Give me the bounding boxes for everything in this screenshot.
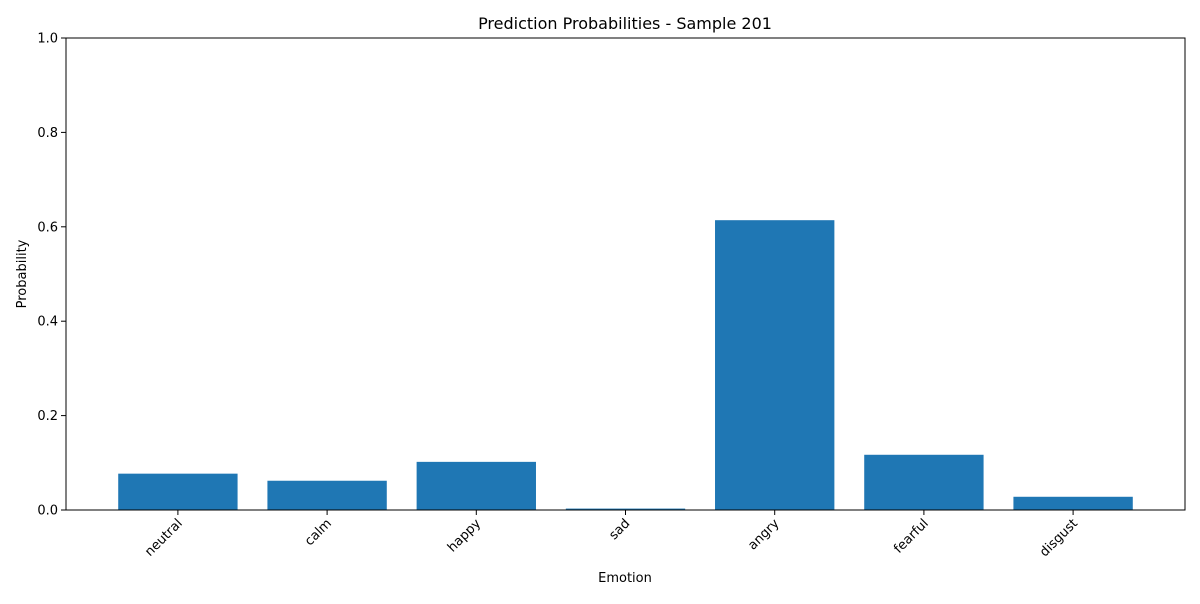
x-tick-label-calm: calm bbox=[302, 516, 335, 549]
bar-calm bbox=[267, 480, 387, 510]
x-tick-label-angry: angry bbox=[745, 516, 782, 553]
y-axis: 0.0 0.2 0.4 0.6 0.8 1.0 bbox=[37, 32, 66, 519]
bar-sad bbox=[565, 508, 686, 510]
y-tick-label: 1.0 bbox=[37, 32, 58, 47]
y-tick-label: 0.0 bbox=[37, 504, 58, 519]
bar-fearful bbox=[864, 454, 984, 510]
bar-angry bbox=[715, 220, 835, 510]
y-tick-label: 0.2 bbox=[37, 409, 58, 424]
plot-frame bbox=[65, 37, 1186, 511]
y-tick-label: 0.8 bbox=[37, 126, 58, 141]
y-axis-label: Probability bbox=[15, 239, 30, 308]
plot-area bbox=[118, 220, 1133, 510]
y-tick-label: 0.6 bbox=[37, 220, 58, 235]
x-axis: neutral calm happy sad angry fearful disgust bbox=[142, 510, 1081, 560]
bar-happy bbox=[416, 461, 536, 510]
x-tick-label-fearful: fearful bbox=[891, 516, 932, 557]
x-tick-label-neutral: neutral bbox=[142, 516, 185, 559]
y-tick-label: 0.4 bbox=[37, 315, 58, 330]
bar-disgust bbox=[1013, 496, 1133, 510]
chart-title: Prediction Probabilities - Sample 201 bbox=[478, 14, 772, 33]
x-tick-label-disgust: disgust bbox=[1037, 516, 1081, 560]
x-tick-label-happy: happy bbox=[445, 516, 484, 555]
bar-neutral bbox=[118, 473, 238, 510]
x-axis-label: Emotion bbox=[598, 571, 652, 586]
x-tick-label-sad: sad bbox=[606, 516, 633, 543]
